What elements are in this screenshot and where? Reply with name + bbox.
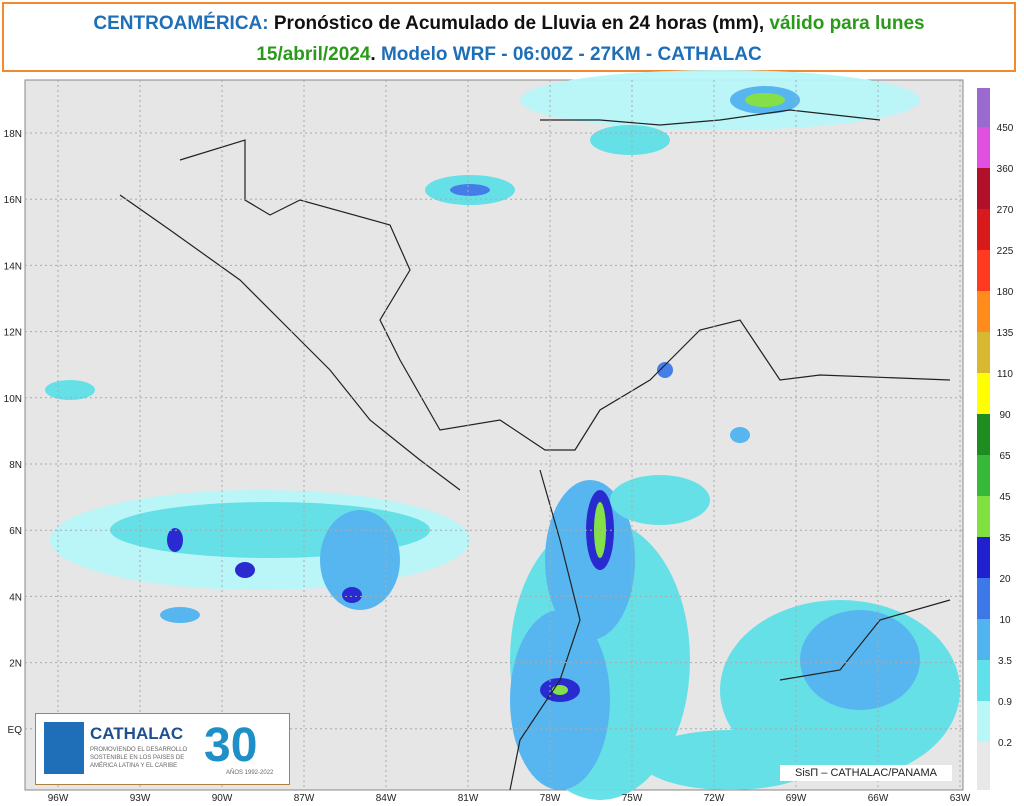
logo-name: CATHALAC bbox=[90, 724, 184, 743]
colorbar-swatch bbox=[977, 373, 990, 414]
colorbar-label: 135 bbox=[997, 328, 1014, 339]
region: CENTROAMÉRICA: bbox=[93, 13, 269, 34]
colorbar-swatch bbox=[977, 537, 990, 578]
colorbar-label: 45 bbox=[999, 492, 1011, 503]
lon-label: 75W bbox=[622, 793, 643, 804]
lon-label: 96W bbox=[48, 793, 69, 804]
colorbar-swatch bbox=[977, 168, 990, 209]
coastlines bbox=[119, 109, 951, 791]
colorbar-label: 10 bbox=[999, 615, 1011, 626]
colorbar-label: 3.5 bbox=[998, 656, 1012, 667]
colorbar-swatch bbox=[977, 127, 990, 168]
colorbar-swatch bbox=[977, 701, 990, 742]
lat-label: 18N bbox=[4, 129, 22, 140]
colorbar-label: 180 bbox=[997, 287, 1014, 298]
lat-label: 8N bbox=[9, 460, 22, 471]
lon-label: 90W bbox=[212, 793, 233, 804]
colorbar-label: 110 bbox=[997, 369, 1013, 380]
logo-anniversary: 30 bbox=[204, 719, 258, 772]
colorbar-label: 90 bbox=[999, 410, 1011, 421]
lat-label: 4N bbox=[9, 592, 22, 603]
lat-label: 10N bbox=[4, 394, 22, 405]
lat-label: EQ bbox=[8, 725, 23, 736]
colorbar-label: 20 bbox=[999, 574, 1011, 585]
colorbar-swatch bbox=[977, 332, 990, 373]
colorbar-label: 35 bbox=[999, 533, 1011, 544]
lon-label: 78W bbox=[540, 793, 561, 804]
colorbar-swatch bbox=[977, 209, 990, 250]
colorbar-label: 225 bbox=[997, 246, 1014, 257]
colorbar-label: 65 bbox=[999, 451, 1011, 462]
logo: CATHALAC PROMOVIENDO EL DESARROLLO SOSTE… bbox=[35, 713, 290, 785]
colorbar-swatch bbox=[977, 414, 990, 455]
lon-label: 66W bbox=[868, 793, 889, 804]
period: . bbox=[370, 44, 376, 65]
colorbar-swatch bbox=[977, 619, 990, 660]
colorbar-swatch bbox=[977, 250, 990, 291]
logo-tagline: PROMOVIENDO EL DESARROLLO SOSTENIBLE EN … bbox=[90, 747, 188, 769]
lon-label: 87W bbox=[294, 793, 315, 804]
valid: válido para lunes bbox=[769, 13, 925, 34]
colorbar-label: 450 bbox=[997, 123, 1014, 134]
colorbar-swatch bbox=[977, 455, 990, 496]
lat-label: 6N bbox=[9, 526, 22, 537]
lon-label: 63W bbox=[950, 793, 971, 804]
colorbar-label: 0.2 bbox=[998, 738, 1012, 749]
colorbar-swatch bbox=[977, 742, 990, 790]
lon-label: 72W bbox=[704, 793, 725, 804]
header: CENTROAMÉRICA: Pronóstico de Acumulado d… bbox=[2, 2, 1016, 72]
colorbar-label: 270 bbox=[997, 205, 1014, 216]
logo-years: AÑOS 1992-2022 bbox=[226, 770, 274, 776]
colorbar-swatch bbox=[977, 291, 990, 332]
lat-label: 2N bbox=[9, 659, 22, 670]
date: 15/abril/2024 bbox=[256, 44, 371, 65]
colorbar-label: 360 bbox=[997, 164, 1014, 175]
rain-field bbox=[45, 70, 960, 800]
footer-credit: SisΠ – CATHALAC/PANAMA bbox=[780, 765, 952, 781]
lat-label: 12N bbox=[4, 328, 22, 339]
colorbar-label: 0.9 bbox=[998, 697, 1012, 708]
colorbar-swatch bbox=[977, 660, 990, 701]
lat-label: 16N bbox=[4, 195, 22, 206]
colorbar-swatch bbox=[977, 578, 990, 619]
lon-label: 81W bbox=[458, 793, 479, 804]
lon-label: 84W bbox=[376, 793, 397, 804]
colorbar-swatch bbox=[977, 496, 990, 537]
lon-label: 69W bbox=[786, 793, 807, 804]
logo-icon bbox=[44, 722, 84, 774]
lon-label: 93W bbox=[130, 793, 151, 804]
title: Pronóstico de Acumulado de Lluvia en 24 … bbox=[273, 13, 765, 34]
colorbar-swatch bbox=[977, 88, 990, 127]
model: Modelo WRF - 06:00Z - 27KM - CATHALAC bbox=[380, 44, 762, 65]
lat-label: 14N bbox=[4, 261, 22, 272]
